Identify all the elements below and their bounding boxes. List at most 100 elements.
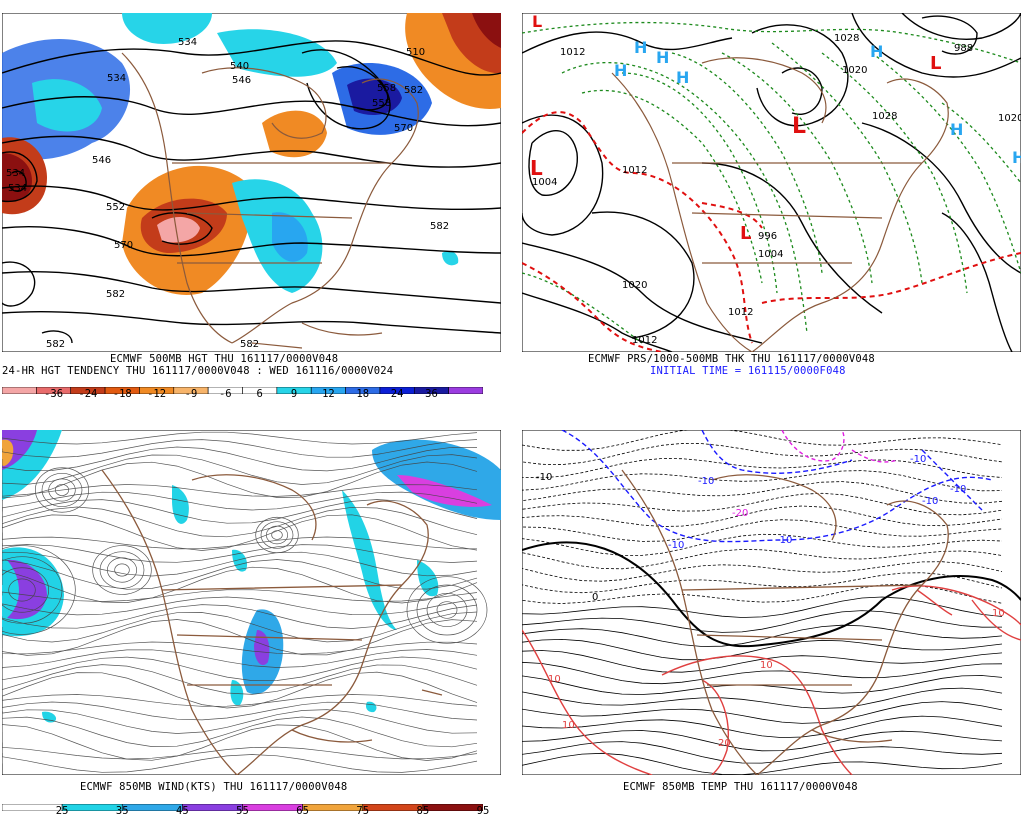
wind850-colorbar-labels: 25 35 45 55 65 75 85 95 <box>2 805 490 819</box>
colorbar-tick-label: -6 <box>218 388 232 400</box>
svg-text:1012: 1012 <box>632 335 657 346</box>
svg-text:-10: -10 <box>910 454 926 465</box>
colorbar-tick-label: 45 <box>176 805 189 817</box>
svg-text:534: 534 <box>8 183 27 194</box>
svg-text:1004: 1004 <box>758 249 783 260</box>
very-cold-isotherms <box>781 430 898 463</box>
coastlines <box>121 52 419 349</box>
svg-text:10: 10 <box>548 674 561 685</box>
svg-text:534: 534 <box>178 37 197 48</box>
svg-text:10: 10 <box>760 660 773 671</box>
warm-isotherms <box>522 585 1021 775</box>
svg-text:540: 540 <box>230 61 249 72</box>
svg-text:558: 558 <box>372 98 391 109</box>
svg-text:996: 996 <box>758 231 777 242</box>
svg-text:H: H <box>1012 148 1021 167</box>
hgt500-colorbar-labels: -36 -24 -18 -12 -9 -6 6 9 12 18 24 36 <box>2 388 483 402</box>
temperature-contours <box>522 430 1003 775</box>
svg-text:H: H <box>614 61 627 80</box>
svg-text:20: 20 <box>718 738 731 749</box>
svg-text:L: L <box>530 156 543 180</box>
wind850-caption-1: ECMWF 850MB WIND(KTS) THU 161117/0000V04… <box>80 781 348 793</box>
colorbar-tick-label: 25 <box>55 805 69 817</box>
svg-text:-10: -10 <box>668 540 684 551</box>
colorbar-tick-label: 24 <box>390 388 404 400</box>
prs-isobar-labels: 1012 1028 1004 1012 1020 1012 996 1004 1… <box>532 33 1021 346</box>
colorbar-tick-label: -36 <box>44 388 64 400</box>
svg-text:L: L <box>930 53 941 74</box>
colorbar-tick-label: 85 <box>416 805 430 817</box>
svg-text:546: 546 <box>92 155 111 166</box>
prs-panel: H H H H H H H L L L L L 1012 1028 1004 1… <box>522 13 1021 352</box>
svg-text:-10: -10 <box>536 472 552 483</box>
svg-text:-10: -10 <box>698 476 714 487</box>
svg-text:L: L <box>532 13 542 31</box>
svg-text:582: 582 <box>430 221 449 232</box>
svg-text:1020: 1020 <box>842 65 867 76</box>
wind850-map <box>2 430 501 775</box>
svg-text:0: 0 <box>592 592 598 603</box>
svg-text:-20: -20 <box>732 508 748 519</box>
hgt500-colorbar <box>1 379 484 395</box>
colorbar-tick-label: 35 <box>115 805 129 817</box>
svg-text:510: 510 <box>406 47 425 58</box>
colorbar-tick-label: 65 <box>296 805 309 817</box>
pressure-lows: L L L L L <box>530 13 941 244</box>
coastlines <box>621 469 949 775</box>
svg-text:1004: 1004 <box>532 177 557 188</box>
svg-text:546: 546 <box>232 75 251 86</box>
svg-text:H: H <box>676 68 689 87</box>
colorbar-tick-label: 12 <box>322 388 335 400</box>
isobars <box>522 13 1021 352</box>
svg-text:H: H <box>634 38 647 57</box>
svg-text:1028: 1028 <box>834 33 859 44</box>
wind850-panel <box>2 430 501 775</box>
colorbar-tick-label: 55 <box>236 805 249 817</box>
hgt500-caption-1: ECMWF 500MB HGT THU 161117/0000V048 <box>110 353 339 365</box>
svg-text:534: 534 <box>6 168 25 179</box>
svg-text:570: 570 <box>114 240 133 251</box>
svg-text:10: 10 <box>992 608 1005 619</box>
svg-text:-10: -10 <box>776 535 792 546</box>
svg-text:534: 534 <box>107 73 126 84</box>
zero-isotherm <box>522 541 1021 648</box>
svg-text:H: H <box>950 120 963 139</box>
wind850-colorbar-swatches <box>1 803 484 812</box>
svg-text:-10: -10 <box>950 484 966 495</box>
pressure-highs: H H H H H H H <box>614 38 1021 167</box>
temp850-contour-labels: -10 -10 -10 -20 -10 -10 -10 10 10 10 20 … <box>536 454 1005 749</box>
svg-text:552: 552 <box>106 202 125 213</box>
colorbar-tick-label: 6 <box>256 388 263 400</box>
streamlines <box>2 431 488 773</box>
temp850-map: -10 -10 -10 -20 -10 -10 -10 10 10 10 20 … <box>522 430 1021 775</box>
prs-map: H H H H H H H L L L L L 1012 1028 1004 1… <box>522 13 1021 352</box>
hgt500-colorbar-swatches <box>1 386 484 395</box>
colorbar-tick-label: 75 <box>356 805 370 817</box>
svg-text:558: 558 <box>377 83 396 94</box>
svg-text:582: 582 <box>404 85 423 96</box>
svg-text:582: 582 <box>106 289 125 300</box>
colorbar-tick-label: 95 <box>476 805 490 817</box>
svg-text:582: 582 <box>240 339 259 350</box>
hgt500-caption-2: 24-HR HGT TENDENCY THU 161117/0000V048 :… <box>2 365 394 377</box>
svg-text:-10: -10 <box>922 496 938 507</box>
svg-text:1020: 1020 <box>998 113 1021 124</box>
svg-text:1028: 1028 <box>872 111 897 122</box>
svg-text:H: H <box>656 48 669 67</box>
cold-isotherms <box>561 430 993 543</box>
height-contours <box>2 40 501 344</box>
temp850-caption-1: ECMWF 850MB TEMP THU 161117/0000V048 <box>623 781 858 793</box>
coastlines <box>101 469 443 775</box>
svg-text:L: L <box>740 223 751 244</box>
colorbar-tick-label: -18 <box>112 388 132 400</box>
svg-text:L: L <box>792 114 806 139</box>
svg-text:10: 10 <box>562 720 575 731</box>
colorbar-tick-label: 36 <box>425 388 438 400</box>
svg-text:1020: 1020 <box>622 280 647 291</box>
svg-text:988: 988 <box>954 43 973 54</box>
hgt500-map: 534 534 540 510 534 534 546 552 558 570 … <box>2 13 501 352</box>
prs-caption-2: INITIAL TIME = 161115/0000F048 <box>650 365 846 377</box>
colorbar-tick-label: 9 <box>290 388 298 400</box>
svg-text:1012: 1012 <box>622 165 647 176</box>
svg-text:H: H <box>870 42 883 61</box>
